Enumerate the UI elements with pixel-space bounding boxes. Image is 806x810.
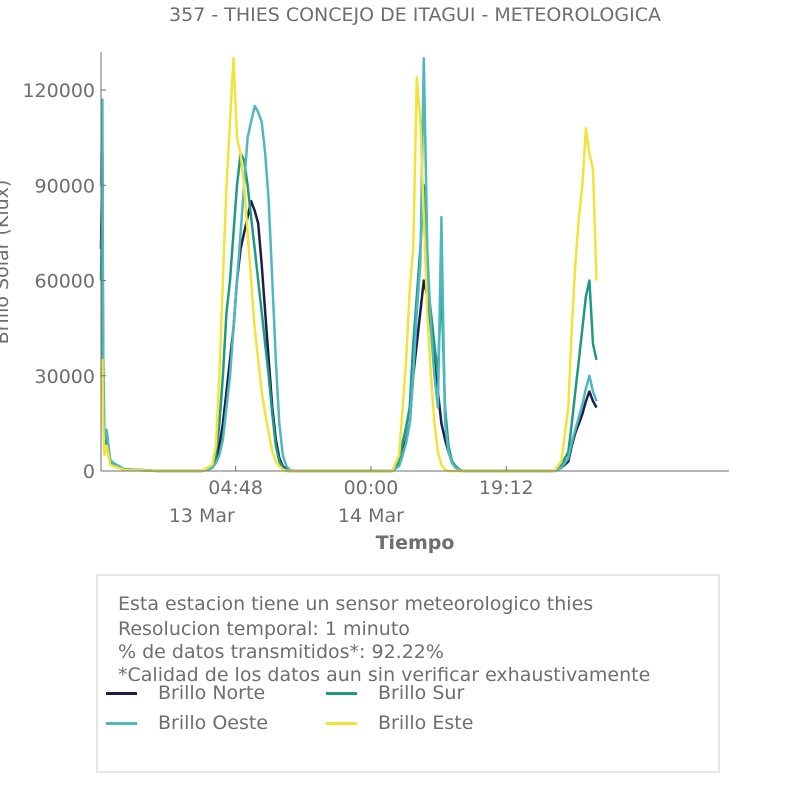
info-line-quality: *Calidad de los datos aun sin verificar … <box>118 664 651 686</box>
legend-label-brillo-este: Brillo Este <box>378 712 474 734</box>
chart-title: 357 - THIES CONCEJO DE ITAGUI - METEOROL… <box>169 4 661 26</box>
legend-swatch-brillo-norte <box>106 692 137 695</box>
y-tick-label: 30000 <box>35 366 95 388</box>
x-date-label: 13 Mar <box>169 505 235 527</box>
legend-item-brillo-sur[interactable]: Brillo Sur <box>326 681 526 705</box>
x-tick-label: 00:00 <box>344 477 399 499</box>
y-axis-label: Brillo Solar (Klux) <box>0 180 13 345</box>
series-line-brillo-norte <box>99 152 598 473</box>
info-line-sensor: Esta estacion tiene un sensor meteorolog… <box>118 593 594 615</box>
series-line-brillo-este <box>99 57 598 473</box>
legend-swatch-brillo-oeste <box>106 722 137 725</box>
legend-label-brillo-norte: Brillo Norte <box>158 682 266 704</box>
y-tick-label: 0 <box>83 461 95 483</box>
series-layer <box>99 57 598 473</box>
info-line-resolution: Resolucion temporal: 1 minuto <box>118 618 410 640</box>
legend-item-brillo-oeste[interactable]: Brillo Oeste <box>106 711 306 735</box>
series-line-brillo-oeste <box>99 57 598 473</box>
legend-label-brillo-oeste: Brillo Oeste <box>158 712 269 734</box>
legend-item-brillo-este[interactable]: Brillo Este <box>326 711 526 735</box>
y-tick-label: 90000 <box>35 175 95 197</box>
x-tick-label: 19:12 <box>479 477 534 499</box>
axes-layer: 0 30000 60000 90000 120000 04:48 00:00 19:12 13 … <box>22 52 729 527</box>
x-axis-label: Tiempo <box>376 532 455 554</box>
info-box: Esta estacion tiene un sensor meteorolog… <box>96 574 720 773</box>
y-tick-label: 120000 <box>22 80 95 102</box>
legend-swatch-brillo-sur <box>326 692 357 695</box>
legend-label-brillo-sur: Brillo Sur <box>378 682 465 704</box>
y-tick-label: 60000 <box>35 271 95 293</box>
x-date-label: 14 Mar <box>338 505 404 527</box>
legend-swatch-brillo-este <box>326 722 357 725</box>
series-line-brillo-sur <box>99 152 598 473</box>
info-line-transmitted: % de datos transmitidos*: 92.22% <box>118 641 444 663</box>
x-tick-label: 04:48 <box>208 477 263 499</box>
legend-item-brillo-norte[interactable]: Brillo Norte <box>106 681 306 705</box>
